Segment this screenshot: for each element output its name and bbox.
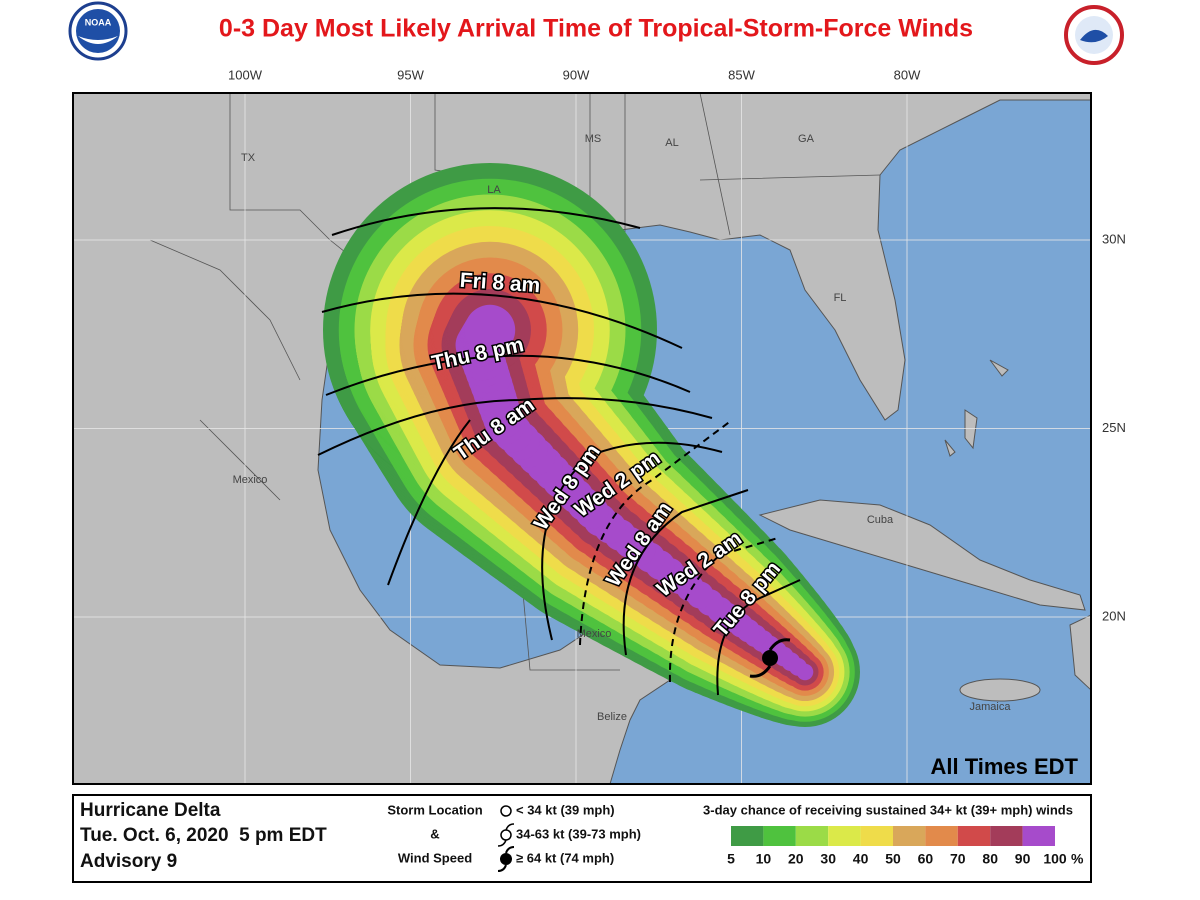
longitude-label: 90W — [563, 67, 590, 82]
place-label: GA — [798, 133, 815, 145]
storm-center — [762, 650, 778, 666]
scale-tick-label: 40 — [853, 851, 869, 867]
logo-bird — [78, 36, 118, 44]
scale-swatch — [957, 826, 991, 846]
storm-symbol — [749, 638, 791, 678]
scale-swatch — [731, 826, 764, 846]
place-label: TX — [241, 152, 256, 164]
arrival-line — [387, 419, 471, 586]
place-label: AL — [665, 137, 678, 149]
scale-unit: % — [1071, 851, 1084, 867]
place-label: Mexico — [233, 474, 268, 486]
symbol-disc — [500, 853, 512, 865]
arrival-line — [321, 292, 683, 349]
issue-time: Tue. Oct. 6, 2020 5 pm EDT — [80, 825, 327, 846]
place-label: FL — [834, 292, 847, 304]
latitude-label: 20N — [1102, 608, 1126, 623]
symbol-label: < 34 kt (39 mph) — [516, 802, 615, 817]
arrival-line — [716, 579, 801, 696]
scale-swatch — [925, 826, 958, 846]
arrival-line — [541, 441, 723, 641]
probability-cone — [323, 163, 860, 727]
scale-tick-label: 20 — [788, 851, 804, 867]
latitude-label: 30N — [1102, 231, 1126, 246]
place-label: Belize — [597, 711, 627, 723]
storm-tail — [749, 638, 791, 678]
logo-swirl — [1080, 29, 1108, 43]
logo-text: NOAA — [85, 17, 112, 27]
hispaniola — [1069, 614, 1091, 691]
storm-name: Hurricane Delta — [80, 800, 221, 821]
scale-swatch — [893, 826, 926, 846]
cuba — [758, 499, 1086, 611]
longitude-label: 100W — [228, 67, 263, 82]
map: TX LA MS AL GA FL Mexico Mexico Cuba Belize Jamaic… — [73, 93, 1091, 784]
scale-swatch — [828, 826, 861, 846]
scale-swatch — [795, 826, 829, 846]
scale-tick-label: 30 — [820, 851, 836, 867]
advisory: Advisory 9 — [80, 851, 177, 872]
symbol-label: ≥ 64 kt (74 mph) — [516, 850, 614, 865]
symbol-tail — [497, 846, 515, 872]
latitude-label: 25N — [1102, 420, 1126, 435]
scale-tick-label: 90 — [1015, 851, 1031, 867]
arrival-lines — [317, 207, 801, 696]
arrival-line — [331, 207, 641, 236]
band-piece — [464, 304, 516, 356]
symbol-heading: Wind Speed — [398, 850, 472, 865]
scale-tick-label: 10 — [756, 851, 772, 867]
place-label: Jamaica — [970, 701, 1012, 713]
scale-title: 3-day chance of receiving sustained 34+ … — [703, 802, 1073, 817]
scale-tick-label: 50 — [885, 851, 901, 867]
symbol-label: 34-63 kt (39-73 mph) — [516, 826, 641, 841]
scale-tick-label: 70 — [950, 851, 966, 867]
place-label: Mexico — [577, 628, 612, 640]
jamaica — [959, 678, 1041, 702]
coordinate-labels: 100W 95W 90W 85W 80W 30N 25N 20N — [228, 67, 1126, 623]
arrival-line — [622, 489, 749, 656]
scale-tick-label: 80 — [982, 851, 998, 867]
place-label: Cuba — [867, 514, 894, 526]
symbol-heading: Storm Location — [387, 802, 482, 817]
scale-tick-label: 60 — [918, 851, 934, 867]
symbol-storm — [497, 823, 515, 847]
map-frame — [72, 92, 1092, 785]
symbol-heading: & — [430, 826, 439, 841]
scale-tick-label: 5 — [727, 851, 735, 867]
longitude-label: 85W — [728, 67, 755, 82]
scale-swatch — [990, 826, 1023, 846]
arrival-line-dashed — [668, 537, 779, 683]
title: 0-3 Day Most Likely Arrival Time of Trop… — [219, 15, 973, 43]
place-label: MS — [585, 133, 602, 145]
time-zone-note: All Times EDT — [930, 754, 1078, 779]
symbol-hurricane — [497, 846, 515, 872]
longitude-label: 80W — [894, 67, 921, 82]
place-label: LA — [487, 184, 501, 196]
logo-disc — [76, 9, 120, 53]
arrival-line — [325, 354, 691, 396]
scale-swatch — [860, 826, 893, 846]
probability-scale: 5 10 20 30 40 50 60 70 80 90 100% — [727, 826, 1084, 867]
noaa-logo: NOAA — [68, 1, 128, 61]
symbol-tail — [497, 823, 515, 847]
symbol-weak — [500, 805, 512, 817]
scale-swatch — [763, 826, 796, 846]
longitude-label: 95W — [397, 67, 424, 82]
probability-band — [455, 304, 814, 681]
nws-logo — [1064, 5, 1124, 65]
scale-swatch — [1022, 826, 1055, 846]
arrival-line-dashed — [579, 419, 733, 646]
scale-tick-label: 100 — [1043, 851, 1067, 867]
arrival-line — [317, 397, 713, 456]
